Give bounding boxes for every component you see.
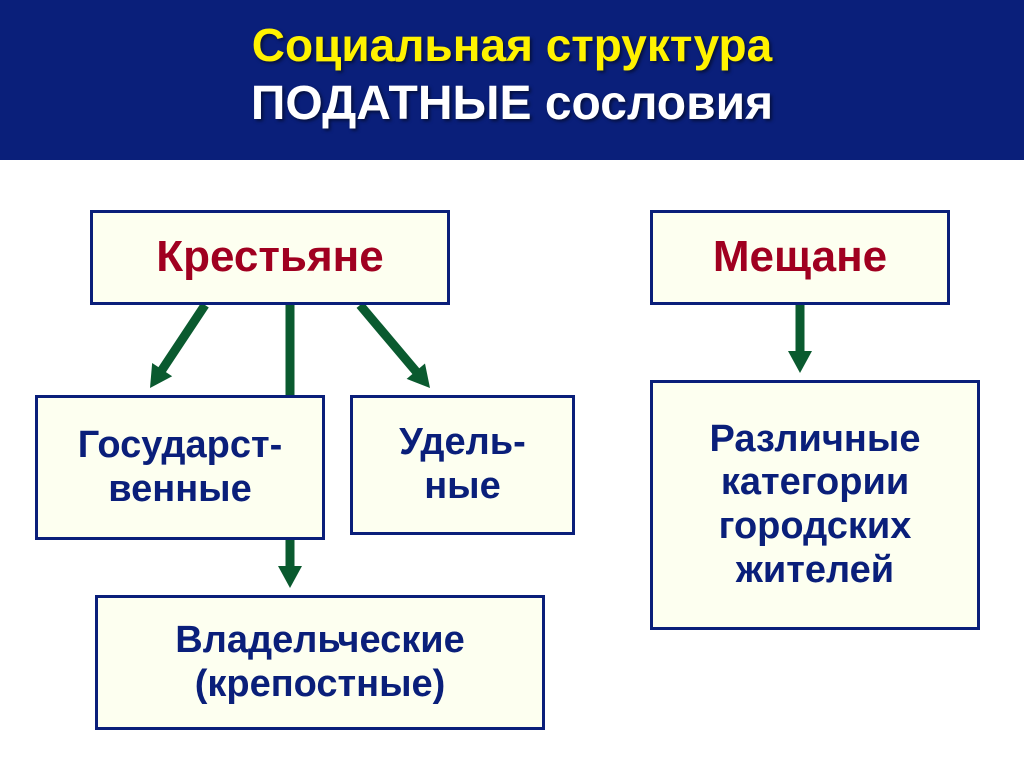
box-udel: Удель-ные bbox=[350, 395, 575, 535]
slide-root: Социальная структура ПОДАТНЫЕ сословия К… bbox=[0, 0, 1024, 767]
box-vladel: Владельческие (крепостные) bbox=[95, 595, 545, 730]
box-state: Государст-венные bbox=[35, 395, 325, 540]
box-urban: Различные категории городских жителей bbox=[650, 380, 980, 630]
slide-header: Социальная структура ПОДАТНЫЕ сословия bbox=[0, 0, 1024, 160]
box-peasants: Крестьяне bbox=[90, 210, 450, 305]
title-line-1: Социальная структура bbox=[0, 18, 1024, 73]
box-meshchane: Мещане bbox=[650, 210, 950, 305]
title-line-2: ПОДАТНЫЕ сословия bbox=[0, 73, 1024, 135]
